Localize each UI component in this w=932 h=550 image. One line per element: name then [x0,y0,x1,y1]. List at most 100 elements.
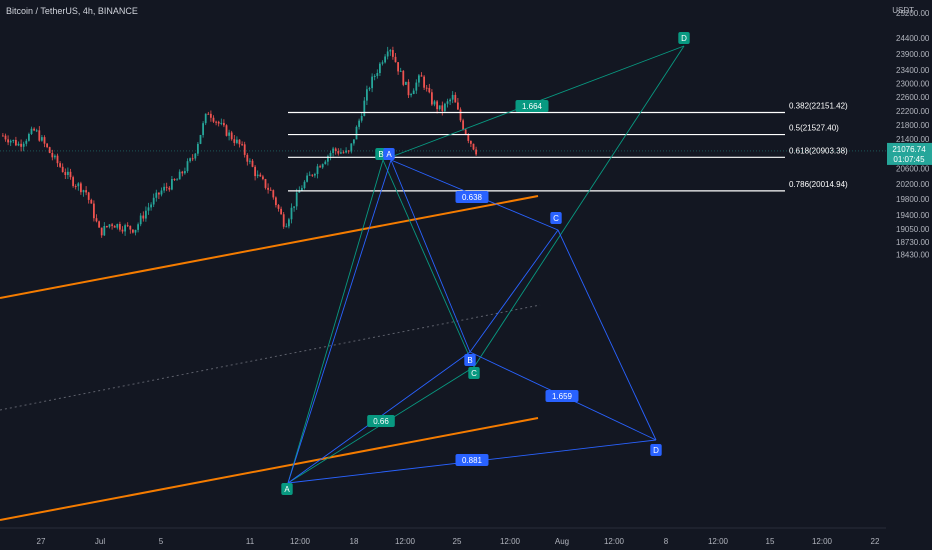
candle-body [121,229,124,232]
candle-body [82,190,85,193]
candle-body [303,181,306,189]
candle-body [74,186,77,188]
candle-body [150,204,152,208]
candle-body [241,144,243,146]
candle-body [155,192,158,198]
candle-body [371,76,373,89]
candle-body [80,183,82,193]
candle-body [355,126,358,140]
candle-body [54,155,56,158]
candle-body [56,155,59,164]
candle-body [124,225,126,232]
candle-body [163,186,165,191]
x-tick-label: Jul [95,537,105,546]
ratio-label: 0.66 [373,417,389,426]
candle-body [238,139,241,145]
fib-level-label: 0.382(22151.42) [789,101,848,110]
candle-body [436,101,438,110]
candle-body [15,139,17,146]
fib-level-label: 0.786(20014.94) [789,180,848,189]
candle-body [106,225,108,227]
point-label: B [378,150,383,159]
candle-body [420,75,423,77]
candle-body [103,225,106,236]
x-tick-label: 22 [871,537,880,546]
candle-body [17,143,20,146]
y-tick-label: 18430.00 [896,251,930,260]
candle-body [186,161,189,172]
candle-body [59,163,61,167]
candle-body [394,56,397,63]
candle-body [223,122,225,126]
point-label-bg [281,483,293,495]
candle-body [137,224,139,230]
point-label-bg [383,148,395,160]
x-tick-label: 5 [159,537,164,546]
candle-body [316,166,319,174]
candle-body [373,75,376,77]
candle-body [207,113,210,115]
ratio-label: 0.638 [462,193,483,202]
point-label-bg [468,367,480,379]
candle-body [147,207,150,211]
candle-body [33,128,35,131]
candle-body [280,208,282,215]
x-tick-label: 12:00 [290,537,311,546]
candle-body [366,89,368,101]
candle-body [41,137,43,141]
y-tick-label: 24400.00 [896,34,930,43]
candle-body [111,224,113,226]
price-axis-bg [886,0,932,550]
point-label-bg [650,444,662,456]
point-label-bg [678,32,690,44]
candle-body [217,121,220,124]
candle-body [38,130,41,141]
candle-body [28,133,30,141]
pattern-leg [473,45,685,368]
candle-body [100,227,103,236]
ratio-label-bg [367,415,395,427]
point-label: C [553,214,559,223]
point-label: C [471,369,477,378]
candle-body [152,197,155,205]
candle-body [464,129,467,135]
candle-body [35,130,38,132]
candle-body [199,135,202,144]
green-harmonic-pattern [287,45,685,484]
candle-body [412,90,415,95]
candle-body [165,186,168,188]
x-tick-label: 25 [453,537,462,546]
x-tick-label: 12:00 [395,537,416,546]
candle-body [425,87,428,89]
candle-body [184,171,186,174]
candle-body [311,174,314,176]
channel-lower-line [0,417,539,521]
candle-body [402,70,405,85]
ratio-label-bg [455,454,489,466]
point-label: D [681,34,687,43]
y-tick-label: 20200.00 [896,180,930,189]
candle-body [267,187,269,190]
candle-body [449,99,451,102]
candle-body [215,121,217,123]
candle-body [22,143,25,147]
candle-body [472,143,475,150]
candle-body [431,92,433,105]
candle-body [132,229,134,233]
candle-body [275,197,277,206]
pattern-leg [469,229,559,353]
point-label: A [386,150,392,159]
candle-body [324,161,327,165]
candle-body [145,210,147,219]
candle-body [379,63,381,74]
candle-body [236,139,238,143]
candle-body [178,171,181,180]
x-tick-label: 11 [246,537,255,546]
candle-body [259,174,262,177]
y-tick-label: 20600.00 [896,165,930,174]
candle-body [43,137,46,144]
candle-body [176,179,178,181]
candle-body [321,164,324,168]
